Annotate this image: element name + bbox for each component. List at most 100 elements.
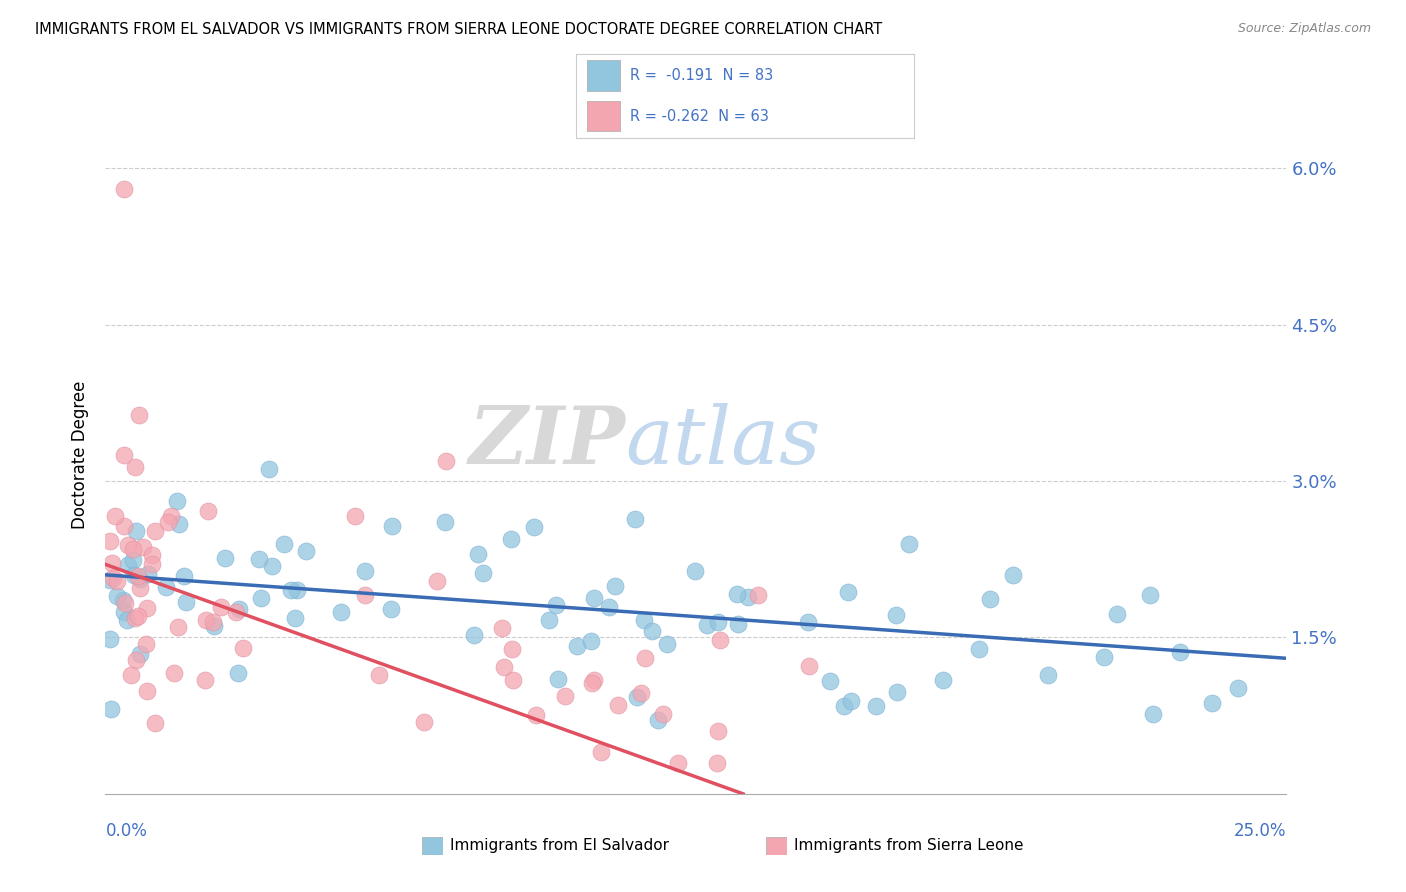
Point (98, 534, 121, 549)
Point (380, 602, 402, 616)
Point (127, 569, 149, 583)
Point (546, 598, 568, 612)
Point (174, 595, 197, 609)
Point (167, 516, 190, 531)
Point (537, 613, 560, 627)
Point (141, 548, 163, 562)
Point (129, 572, 152, 586)
Point (554, 689, 576, 703)
Point (101, 571, 124, 585)
Point (285, 583, 308, 598)
Point (696, 618, 718, 632)
Point (117, 538, 139, 552)
Point (202, 615, 225, 629)
Point (115, 613, 138, 627)
Point (131, 540, 153, 554)
Point (884, 607, 907, 622)
Point (143, 716, 166, 731)
Point (250, 591, 273, 605)
Point (247, 551, 270, 566)
Point (127, 609, 149, 624)
Text: Immigrants from El Salvador: Immigrants from El Salvador (450, 838, 669, 853)
Point (603, 579, 626, 593)
Point (979, 592, 1001, 607)
Point (330, 605, 353, 619)
Point (502, 673, 524, 687)
Point (128, 408, 150, 422)
Point (630, 686, 652, 700)
Point (344, 509, 367, 524)
Point (354, 564, 377, 578)
Point (257, 462, 280, 476)
Point (232, 640, 254, 655)
Point (747, 588, 769, 602)
Point (967, 642, 990, 657)
Text: atlas: atlas (626, 402, 821, 480)
Point (598, 599, 620, 614)
Point (194, 613, 217, 627)
Text: 0.0%: 0.0% (105, 822, 148, 840)
Point (1139, 588, 1161, 602)
Point (381, 519, 404, 533)
Point (647, 713, 669, 727)
Text: ZIP: ZIP (468, 402, 626, 480)
Point (492, 659, 515, 673)
Point (225, 605, 247, 619)
Text: R =  -0.191  N = 83: R = -0.191 N = 83 (630, 68, 773, 83)
Point (709, 633, 731, 648)
Point (1107, 607, 1129, 621)
Point (499, 532, 522, 546)
Point (1002, 567, 1025, 582)
Point (886, 684, 908, 698)
Point (105, 589, 128, 603)
Point (834, 698, 856, 713)
Point (707, 615, 730, 629)
Point (226, 666, 249, 681)
Text: 25.0%: 25.0% (1234, 822, 1286, 840)
Point (1226, 681, 1249, 696)
Point (135, 637, 157, 651)
Point (121, 542, 143, 557)
Point (491, 621, 513, 635)
Bar (586, 101, 620, 131)
Point (565, 640, 588, 654)
Point (128, 647, 150, 661)
Point (141, 557, 163, 571)
Point (633, 613, 655, 627)
Point (145, 524, 167, 538)
Point (112, 605, 135, 619)
Point (839, 693, 862, 707)
Point (583, 673, 606, 687)
Point (124, 459, 146, 474)
Point (591, 745, 613, 759)
Point (160, 508, 183, 523)
Point (101, 556, 124, 570)
Point (583, 591, 606, 606)
Point (162, 665, 184, 680)
Point (112, 519, 135, 533)
Point (1201, 696, 1223, 710)
Point (641, 624, 664, 639)
Point (434, 454, 457, 468)
Point (413, 715, 436, 730)
Point (120, 667, 142, 681)
Point (657, 637, 679, 651)
Point (98, 573, 121, 587)
Point (685, 564, 707, 578)
Point (228, 602, 250, 616)
Point (706, 756, 728, 770)
Point (125, 524, 148, 538)
Point (157, 515, 180, 529)
Point (634, 651, 657, 665)
Point (111, 592, 134, 607)
Point (155, 580, 177, 594)
Point (865, 699, 887, 714)
Point (467, 547, 489, 561)
Point (727, 617, 749, 632)
Point (426, 574, 449, 588)
Point (135, 684, 157, 698)
Point (114, 596, 136, 610)
Point (837, 584, 859, 599)
Point (204, 619, 226, 633)
Point (295, 543, 318, 558)
